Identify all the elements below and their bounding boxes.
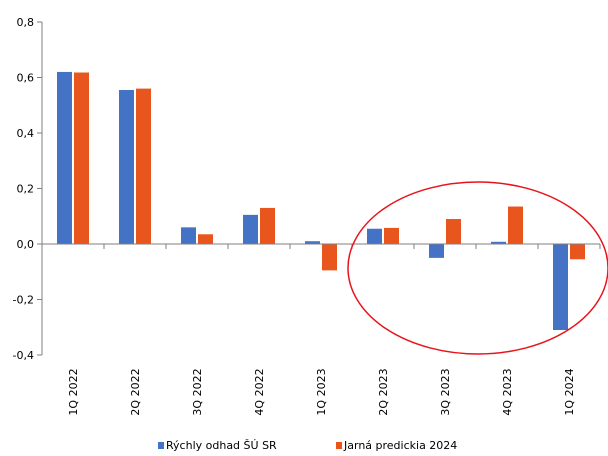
y-tick-label: -0,4 xyxy=(13,349,34,362)
bar-series-1 xyxy=(305,241,320,244)
bars xyxy=(57,71,585,331)
bar-series-1 xyxy=(181,227,196,244)
legend-label: Jarná predickia 2024 xyxy=(343,439,457,452)
bar-series-2 xyxy=(570,244,585,260)
bar-series-2 xyxy=(198,234,213,244)
x-tick-label: 1Q 2022 xyxy=(67,368,80,415)
bar-series-2 xyxy=(260,207,275,244)
y-axis: -0,4 -0,2 0,0 0,2 0,4 0,6 0,8 xyxy=(13,16,43,362)
bar-series-2 xyxy=(384,227,399,244)
bar-series-1 xyxy=(119,89,134,244)
bar-series-1 xyxy=(491,241,506,244)
bar-series-2 xyxy=(136,88,151,244)
x-tick-label: 4Q 2022 xyxy=(253,368,266,415)
y-tick-label: 0,6 xyxy=(17,72,35,85)
y-tick-label: 0,2 xyxy=(17,183,35,196)
x-axis: 1Q 2022 2Q 2022 3Q 2022 4Q 2022 1Q 2023 2Q 20… xyxy=(41,243,601,416)
x-tick-label: 1Q 2023 xyxy=(315,368,328,415)
bar-series-2 xyxy=(508,206,523,244)
legend-swatch xyxy=(158,442,164,449)
x-tick-label: 3Q 2022 xyxy=(191,368,204,415)
bar-series-1 xyxy=(57,71,72,244)
y-tick-label: 0,0 xyxy=(17,238,35,251)
x-tick-label: 2Q 2022 xyxy=(129,368,142,415)
x-tick-label: 2Q 2023 xyxy=(377,368,390,415)
bar-series-1 xyxy=(429,244,444,258)
y-tick-label: 0,4 xyxy=(17,127,35,140)
y-tick-label: -0,2 xyxy=(13,294,34,307)
x-tick-label: 3Q 2023 xyxy=(439,368,452,415)
bar-series-1 xyxy=(243,214,258,244)
legend-swatch xyxy=(336,442,342,449)
legend-label: Rýchly odhad ŠÚ SR xyxy=(166,439,277,452)
bar-series-2 xyxy=(74,72,89,244)
bar-series-2 xyxy=(322,244,337,271)
legend: Rýchly odhad ŠÚ SR Jarná predickia 2024 xyxy=(158,439,457,452)
x-tick-label: 4Q 2023 xyxy=(501,368,514,415)
bar-series-1 xyxy=(367,228,382,244)
y-tick-label: 0,8 xyxy=(17,16,35,29)
bar-series-1 xyxy=(553,244,568,331)
annotation xyxy=(347,181,608,355)
bar-series-2 xyxy=(446,219,461,244)
highlight-ellipse xyxy=(347,181,608,355)
x-tick-label: 1Q 2024 xyxy=(563,368,576,415)
